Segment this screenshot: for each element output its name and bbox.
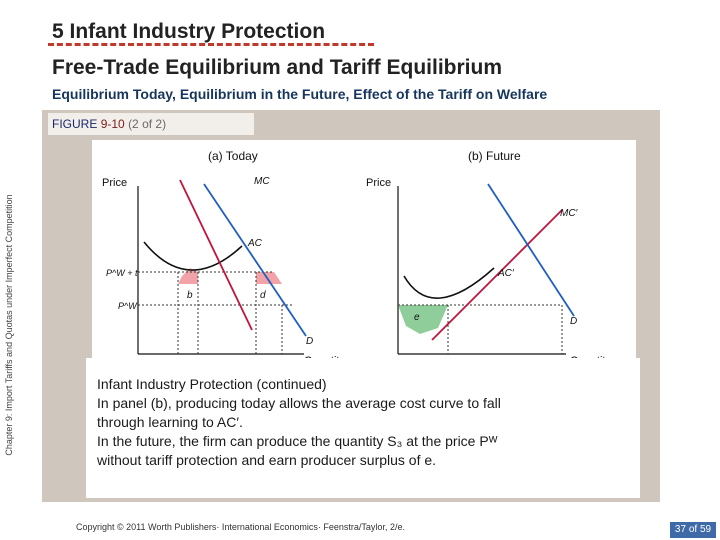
curve-ac-today [143,241,243,271]
caption-heading: Infant Industry Protection (continued) [97,376,327,392]
figure-label: FIGURE 9-10 (2 of 2) [52,117,167,131]
label-pw-t: P^W + t [106,268,138,278]
slide-title: Free-Trade Equilibrium and Tariff Equili… [52,56,502,79]
label-mc-prime: MC′ [560,208,579,219]
title-divider [48,43,374,46]
curve-ac-prime [403,267,495,299]
label-demand-today: D [306,336,313,347]
infant-industry-diagram: (a) Today (b) Future Price Quantity Pric… [92,140,636,376]
caption-line-3: In the future, the firm can produce the … [97,433,498,449]
diagram-background [92,140,636,376]
copyright-footer: Copyright © 2011 Worth Publishers· Inter… [76,522,405,532]
area-d-loss [256,272,282,284]
panel-b-price-label: Price [366,177,391,189]
caption-line-4: without tariff protection and earn produ… [97,452,437,468]
label-area-e: e [414,312,420,323]
panel-b-title: (b) Future [468,149,521,163]
panel-a-price-label: Price [102,177,127,189]
label-pw: P^W [118,301,138,311]
area-e-gain [398,305,448,334]
label-ac: AC [247,238,263,249]
figure-tab [48,113,254,135]
curve-demand-today [203,183,307,337]
caption-line-1: In panel (b), producing today allows the… [97,395,501,411]
chapter-side-label: Chapter 9: Import Tariffs and Quotas und… [4,194,14,456]
panel-a-title: (a) Today [208,149,258,163]
label-mc: MC [254,176,270,187]
label-area-d: d [260,290,266,301]
caption-line-2: through learning to AC′. [97,414,243,430]
label-ac-prime: AC′ [497,268,515,279]
label-demand-future: D [570,316,577,327]
caption-box [86,358,640,498]
page-number: 37 of 59 [670,522,716,538]
curve-mc-prime [431,209,563,341]
curve-demand-future [487,183,575,317]
slide-subtitle: Equilibrium Today, Equilibrium in the Fu… [52,86,548,102]
curve-mc-today [179,179,253,331]
area-b-loss [178,268,198,284]
caption-text: Infant Industry Protection (continued) I… [97,375,637,470]
label-area-b: b [187,290,193,301]
section-title: 5 Infant Industry Protection [52,20,326,43]
